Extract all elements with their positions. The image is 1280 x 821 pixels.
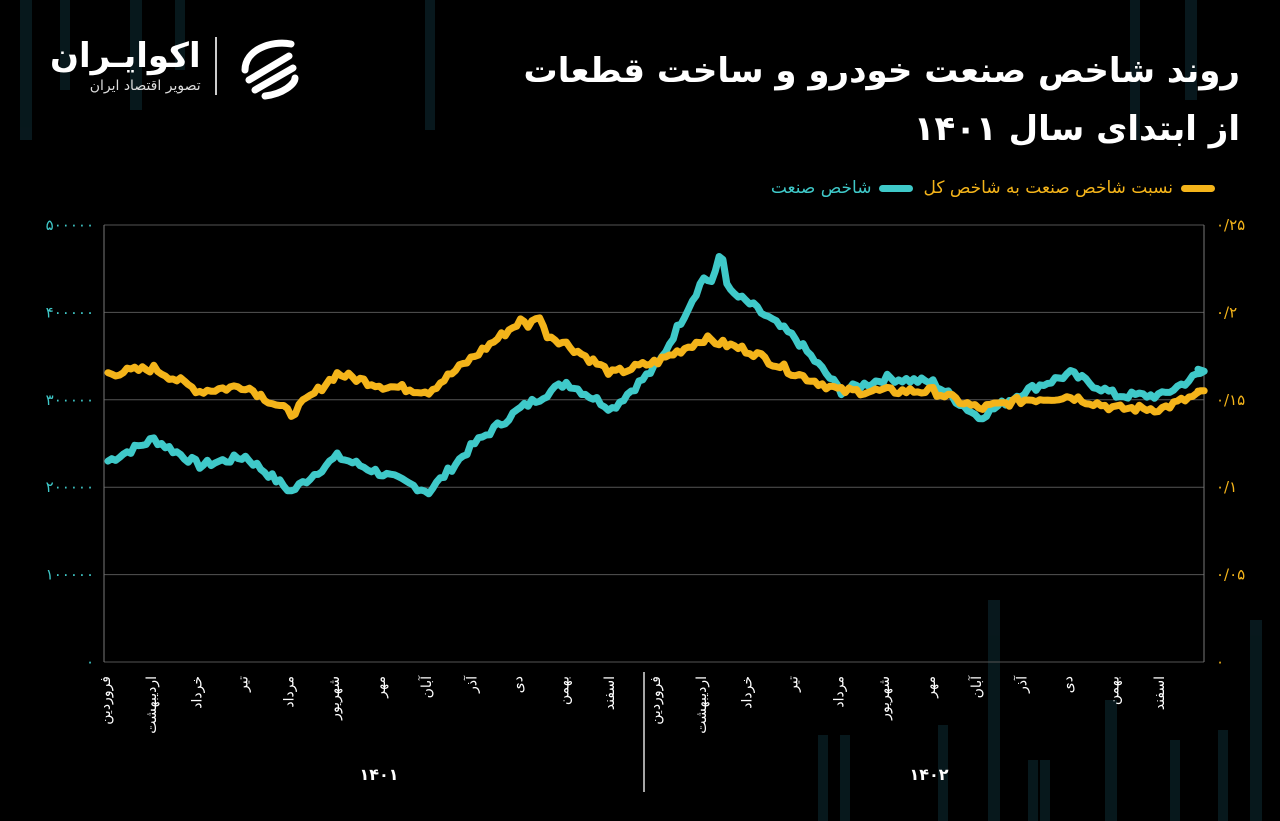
x-month-label: مهر <box>923 676 939 699</box>
chart-legend: نسبت شاخص صنعت به شاخص کل شاخص صنعت <box>761 178 1215 198</box>
legend-item-ratio: نسبت شاخص صنعت به شاخص کل <box>923 178 1215 198</box>
x-month-label: فروردین <box>98 676 114 725</box>
logo-tagline: تصویر اقتصاد ایران <box>89 78 201 94</box>
y-left-tick: ۵۰۰۰۰۰ <box>46 216 94 234</box>
title-line-2: از ابتدای سال ۱۴۰۱ <box>913 109 1240 149</box>
brand-logo: اکوایـران تصویر اقتصاد ایران <box>50 30 303 102</box>
y-right-tick: ۰/۱ <box>1216 478 1237 496</box>
x-month-label: مرداد <box>831 676 847 708</box>
x-month-label: تیر <box>786 676 802 693</box>
y-right-tick: ۰ <box>1216 653 1224 671</box>
x-month-label: خرداد <box>190 676 206 709</box>
y-left-tick: ۳۰۰۰۰۰ <box>46 391 94 409</box>
x-month-label: تیر <box>236 676 252 693</box>
legend-swatch-yellow <box>1181 184 1215 192</box>
y-right-tick: ۰/۱۵ <box>1216 391 1245 409</box>
x-month-label: بهمن <box>1106 676 1122 705</box>
ratio-line <box>104 314 1208 420</box>
legend-label-ratio: نسبت شاخص صنعت به شاخص کل <box>923 178 1173 198</box>
legend-item-industry-index: شاخص صنعت <box>771 178 914 198</box>
y-left-tick: ۱۰۰۰۰۰ <box>46 566 94 584</box>
legend-label-industry-index: شاخص صنعت <box>770 178 872 198</box>
x-month-label: خرداد <box>740 676 756 709</box>
x-month-label: بهمن <box>556 676 572 705</box>
logo-divider <box>214 37 217 95</box>
y-left-tick: ۴۰۰۰۰۰ <box>46 303 94 321</box>
legend-swatch-cyan <box>879 184 914 192</box>
y-axis-left: ۰ ۱۰۰۰۰۰ ۲۰۰۰۰۰ ۳۰۰۰۰۰ ۴۰۰۰۰۰ ۵۰۰۰۰۰ <box>46 216 94 671</box>
industry-index-line <box>104 253 1208 498</box>
x-month-label: مرداد <box>281 676 297 708</box>
logo-name: اکوایـران <box>50 36 201 76</box>
x-month-label: دی <box>511 676 527 693</box>
x-month-label: آبان <box>968 675 985 698</box>
x-axis: فروردین اردیبهشت خرداد تیر مرداد شهریور مهر آبا… <box>98 672 1168 792</box>
y-right-tick: ۰/۰۵ <box>1216 566 1245 584</box>
ecoiran-swirl-icon <box>241 39 299 100</box>
x-month-label: اردیبهشت <box>694 676 710 734</box>
y-left-tick: ۲۰۰۰۰۰ <box>46 478 94 496</box>
x-month-label: اسفند <box>602 676 618 710</box>
x-month-label: آذر <box>1014 675 1031 694</box>
y-right-tick: ۰/۲ <box>1216 303 1237 321</box>
y-left-tick: ۰ <box>86 653 94 671</box>
x-month-label: مهر <box>373 676 389 699</box>
series-lines <box>104 253 1208 498</box>
x-month-label: دی <box>1061 676 1077 693</box>
x-year-label: ۱۴۰۱ <box>359 765 398 784</box>
x-month-label: فروردین <box>648 676 664 725</box>
title-line-1: روند شاخص صنعت خودرو و ساخت قطعات <box>523 51 1240 91</box>
x-month-label: آذر <box>464 675 481 694</box>
x-month-label: شهریور <box>327 676 343 721</box>
x-month-label: شهریور <box>877 676 893 721</box>
x-month-label: اردیبهشت <box>144 676 160 734</box>
y-axis-right: ۰ ۰/۰۵ ۰/۱ ۰/۱۵ ۰/۲ ۰/۲۵ <box>1216 216 1245 671</box>
chart-title: روند شاخص صنعت خودرو و ساخت قطعات از ابت… <box>524 42 1240 158</box>
x-month-label: آبان <box>418 675 435 698</box>
x-year-label: ۱۴۰۲ <box>909 765 948 784</box>
x-month-label: اسفند <box>1152 676 1168 710</box>
y-right-tick: ۰/۲۵ <box>1216 216 1245 234</box>
grid-lines <box>103 224 1205 663</box>
